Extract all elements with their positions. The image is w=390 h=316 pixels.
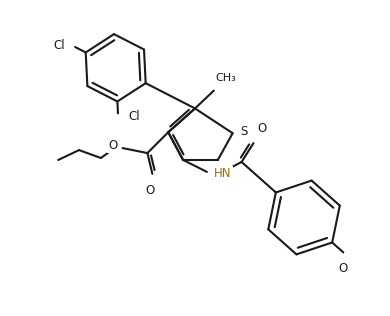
Text: S: S <box>241 125 248 138</box>
Text: Cl: Cl <box>128 110 140 123</box>
Text: O: O <box>257 122 267 135</box>
Text: HN: HN <box>214 167 231 180</box>
Text: CH₃: CH₃ <box>216 73 237 83</box>
Text: O: O <box>146 184 155 197</box>
Text: O: O <box>108 139 118 152</box>
Text: Cl: Cl <box>53 39 65 52</box>
Text: O: O <box>339 262 348 275</box>
